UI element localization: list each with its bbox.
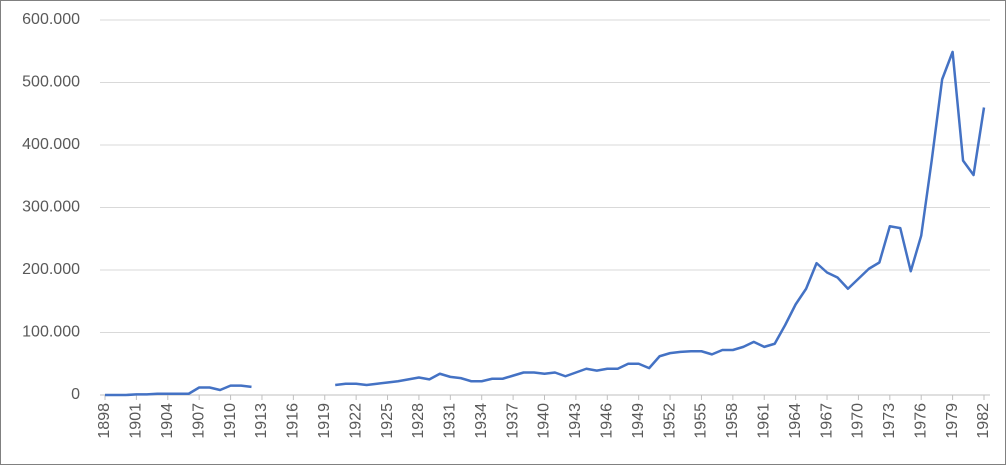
x-tick-label: 1964 bbox=[787, 403, 804, 439]
x-tick-label: 1904 bbox=[159, 403, 176, 439]
x-tick-label: 1970 bbox=[850, 403, 867, 439]
x-tick-label: 1952 bbox=[661, 403, 678, 439]
y-tick-label: 500.000 bbox=[22, 74, 80, 91]
data-line bbox=[105, 50, 986, 397]
x-tick-label: 1907 bbox=[190, 403, 207, 439]
x-tick-label: 1949 bbox=[630, 403, 647, 439]
x-tick-label: 1961 bbox=[755, 403, 772, 439]
y-tick-label: 300.000 bbox=[22, 199, 80, 216]
x-tick-label: 1982 bbox=[975, 403, 992, 439]
x-tick-label: 1910 bbox=[222, 403, 239, 439]
x-tick-label: 1958 bbox=[724, 403, 741, 439]
y-tick-label: 100.000 bbox=[22, 324, 80, 341]
y-tick-label: 200.000 bbox=[22, 261, 80, 278]
x-tick-label: 1925 bbox=[379, 403, 396, 439]
x-tick-label: 1976 bbox=[912, 403, 929, 439]
x-tick-label: 1898 bbox=[96, 403, 113, 439]
x-tick-label: 1913 bbox=[253, 403, 270, 439]
x-tick-label: 1940 bbox=[536, 403, 553, 439]
x-tick-label: 1946 bbox=[599, 403, 616, 439]
x-tick-label: 1967 bbox=[818, 403, 835, 439]
x-tick-label: 1928 bbox=[410, 403, 427, 439]
x-tick-label: 1931 bbox=[442, 403, 459, 439]
x-tick-label: 1916 bbox=[285, 403, 302, 439]
y-tick-label: 0 bbox=[71, 386, 80, 403]
x-tick-label: 1955 bbox=[693, 403, 710, 439]
x-tick-label: 1979 bbox=[944, 403, 961, 439]
x-tick-label: 1937 bbox=[504, 403, 521, 439]
y-tick-label: 400.000 bbox=[22, 136, 80, 153]
x-tick-label: 1919 bbox=[316, 403, 333, 439]
x-tick-label: 1901 bbox=[128, 403, 145, 439]
x-tick-label: 1934 bbox=[473, 403, 490, 439]
x-tick-label: 1922 bbox=[347, 403, 364, 439]
x-tick-label: 1943 bbox=[567, 403, 584, 439]
y-tick-label: 600.000 bbox=[22, 11, 80, 28]
x-tick-label: 1973 bbox=[881, 403, 898, 439]
